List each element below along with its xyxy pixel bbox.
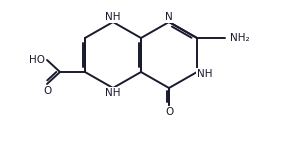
Text: NH: NH (105, 88, 121, 98)
Text: O: O (165, 107, 173, 117)
Text: O: O (43, 86, 51, 96)
Text: HO: HO (29, 55, 45, 65)
Text: NH: NH (197, 69, 213, 79)
Text: NH₂: NH₂ (230, 33, 250, 43)
Text: NH: NH (105, 12, 121, 22)
Text: N: N (165, 12, 173, 22)
